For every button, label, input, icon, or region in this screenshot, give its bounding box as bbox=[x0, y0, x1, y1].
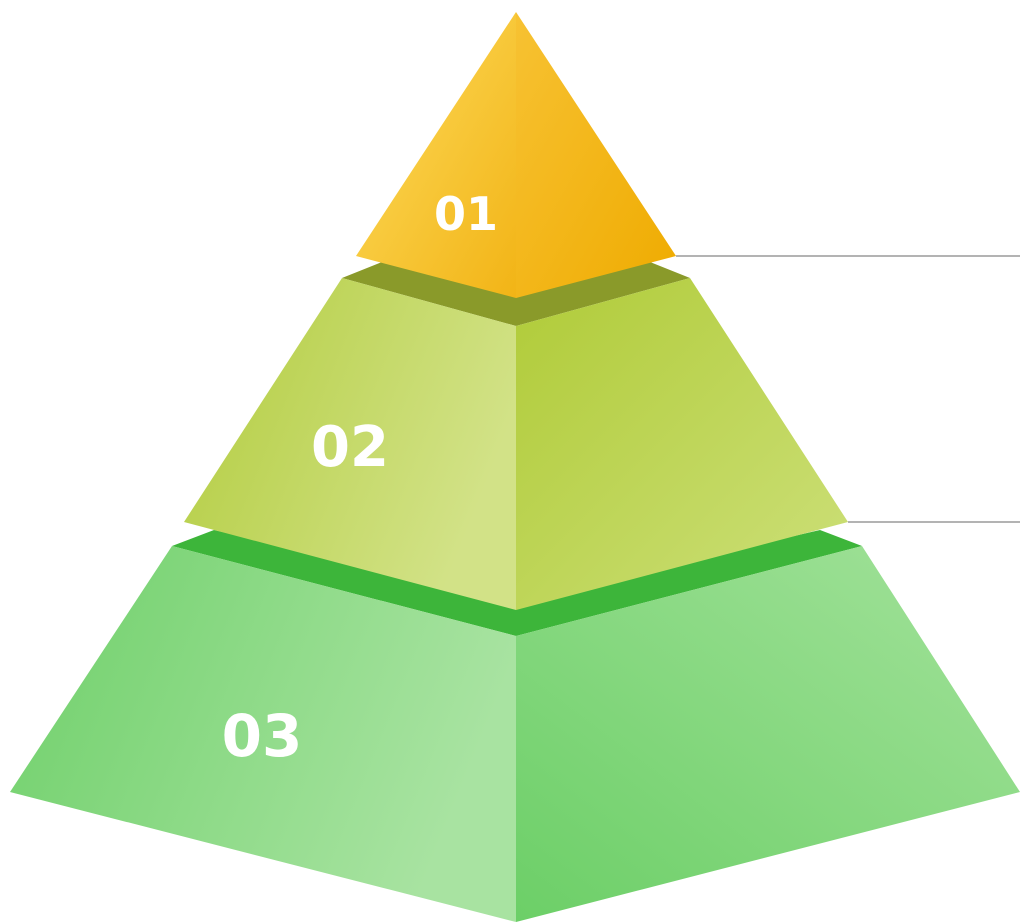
tier-1-right-face bbox=[516, 12, 676, 298]
tier-1-label: 01 bbox=[434, 187, 498, 241]
pyramid-tier-3: 03 bbox=[10, 530, 1020, 922]
tier-1-left-face bbox=[356, 12, 516, 298]
tier-2-right-face bbox=[516, 278, 848, 610]
pyramid-tier-2: 02 bbox=[184, 262, 848, 610]
pyramid-tier-1: 01 bbox=[356, 12, 676, 298]
tier-3-ridge bbox=[172, 530, 862, 636]
tier-3-left-face bbox=[10, 546, 516, 922]
tier-2-left-face bbox=[184, 278, 516, 610]
tier-2-ridge bbox=[342, 262, 690, 326]
tier-3-label: 03 bbox=[222, 702, 303, 770]
tier-3-right-face bbox=[516, 546, 1020, 922]
tier-2-label: 02 bbox=[311, 415, 389, 480]
